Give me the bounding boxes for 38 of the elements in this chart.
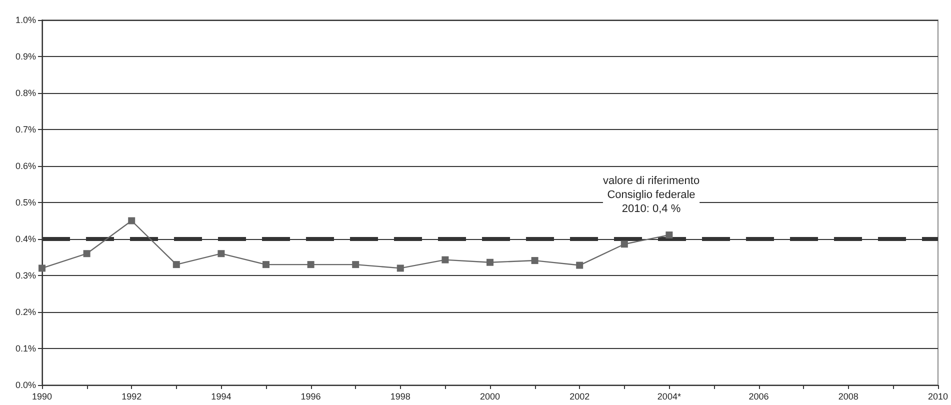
- y-tick-label: 0.3%: [15, 270, 36, 280]
- x-tick-label: 1990: [32, 392, 52, 402]
- point: [352, 261, 360, 268]
- point: [486, 258, 494, 266]
- y-tick-label: 1.0%: [15, 15, 36, 25]
- x-tick-label: 1994: [211, 392, 232, 402]
- x-tick-label: 1996: [300, 392, 321, 402]
- point: [620, 240, 628, 248]
- x-tick-label: 1992: [122, 392, 142, 402]
- point: [128, 217, 136, 224]
- y-tick-label: 0.7%: [15, 124, 36, 134]
- x-tick-label: 2010: [928, 392, 948, 402]
- ref-line-label: valore di riferimento Consiglio federale 2010: 0,4 %: [602, 175, 700, 215]
- point: [172, 261, 180, 268]
- y-tick-label: 0.8%: [15, 88, 36, 98]
- y-tick-label: 0.1%: [15, 344, 36, 354]
- point: [396, 264, 404, 272]
- x-tick-label: 2002: [570, 392, 590, 402]
- y-tick-label: 0.2%: [15, 307, 36, 317]
- x-tick-label: 2008: [838, 392, 858, 402]
- y-tick-label: 0.5%: [15, 198, 36, 208]
- point: [576, 262, 584, 269]
- y-tick-label: 0.9%: [15, 52, 36, 62]
- point: [218, 250, 225, 258]
- x-tick-label: 2004*: [657, 392, 682, 402]
- point: [262, 261, 270, 268]
- point: [531, 257, 538, 264]
- x-tick-label: 1998: [390, 392, 410, 402]
- point: [83, 250, 90, 258]
- x-tick-label: 2006: [748, 392, 769, 402]
- y-tick-label: 0.6%: [15, 161, 36, 171]
- point: [666, 231, 673, 238]
- y-tick-label: 0.0%: [15, 380, 36, 390]
- y-tick-label: 0.4%: [15, 234, 36, 244]
- point: [442, 256, 449, 264]
- point: [307, 261, 314, 268]
- point: [38, 264, 46, 272]
- x-tick-label: 2000: [480, 392, 500, 402]
